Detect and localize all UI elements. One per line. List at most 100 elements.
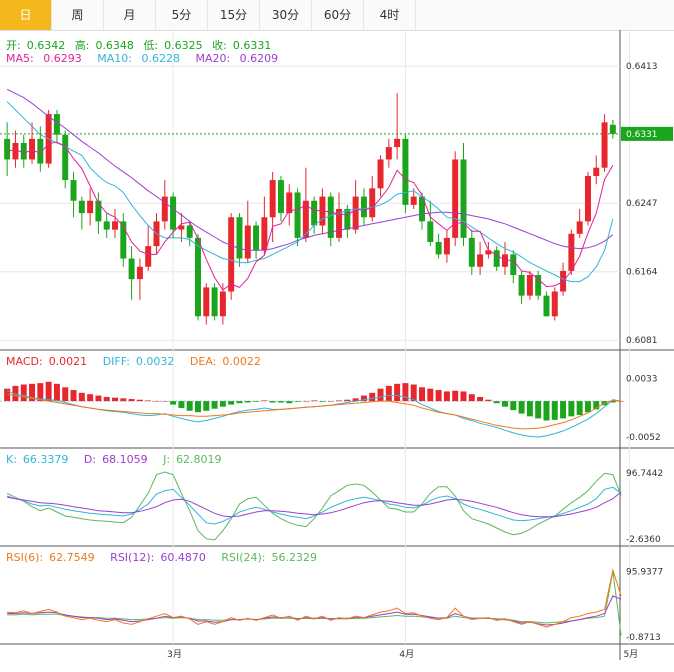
ma20-line <box>6 88 614 251</box>
dea-value: 0.0022 <box>222 355 261 368</box>
candle-body <box>228 217 235 292</box>
tab-week[interactable]: 周 <box>52 0 104 30</box>
macd-bar <box>286 401 293 404</box>
macd-bar <box>53 383 60 402</box>
rsi12-value: 60.4870 <box>160 551 206 564</box>
macd-bar <box>427 388 434 402</box>
price-ytick-label: 0.6164 <box>626 268 658 278</box>
candle-body <box>286 192 293 214</box>
timeframe-tabs: 日 周 月 5分 15分 30分 60分 4时 <box>0 0 674 31</box>
ma5-line <box>7 141 614 291</box>
macd-bar <box>128 399 135 402</box>
macd-bar <box>120 398 127 402</box>
rsi-legend: RSI(6): 62.7549 RSI(12): 60.4870 RSI(24): 5… <box>6 551 329 564</box>
candle-body <box>53 114 60 135</box>
rsi24-legend-item: RSI(24): 56.2329 <box>221 551 323 564</box>
candle-body <box>336 208 343 238</box>
candle-body <box>302 200 309 238</box>
candle-body <box>327 196 334 238</box>
macd-bar <box>302 401 309 402</box>
tab-month[interactable]: 月 <box>104 0 156 30</box>
macd-bar <box>78 392 85 402</box>
macd-legend-item: MACD: 0.0021 <box>6 355 93 368</box>
candle-body <box>435 242 442 255</box>
tab-4hour[interactable]: 4时 <box>364 0 416 30</box>
tab-60min[interactable]: 60分 <box>312 0 364 30</box>
k-legend-item: K: 66.3379 <box>6 453 74 466</box>
candle-body <box>377 159 384 189</box>
rsi24-value: 56.2329 <box>271 551 317 564</box>
candle-body <box>477 254 484 267</box>
candle-body <box>385 147 392 160</box>
macd-bar <box>435 390 442 402</box>
candle-body <box>576 221 583 234</box>
macd-bar <box>294 401 301 402</box>
d-legend-item: D: 68.1059 <box>84 453 154 466</box>
candle-body <box>543 295 550 317</box>
high-label: 高: <box>74 39 90 52</box>
candle-body <box>244 225 251 259</box>
close-value: 0.6331 <box>232 39 272 52</box>
macd-bar <box>477 396 484 402</box>
x-tick-label: 3月 <box>167 649 182 660</box>
macd-bar <box>253 401 260 402</box>
macd-bar <box>443 391 450 402</box>
macd-bar <box>161 401 168 402</box>
macd-bar <box>377 388 384 402</box>
candle-body <box>194 237 201 317</box>
macd-bar <box>402 383 409 402</box>
candle-body <box>526 275 533 296</box>
candle-body <box>103 221 110 230</box>
ma10-line <box>6 101 614 283</box>
price-ytick-label: 0.6081 <box>626 336 658 346</box>
candle-body <box>601 122 608 168</box>
tab-day[interactable]: 日 <box>0 0 52 30</box>
macd-bar <box>261 400 268 402</box>
d-line <box>7 491 622 518</box>
macd-bar <box>543 401 550 421</box>
current-price-tag <box>621 126 673 141</box>
rsi12-line <box>7 595 622 626</box>
macd-bar <box>618 401 625 402</box>
candle-body <box>95 200 102 222</box>
macd-ytick-label: -0.0052 <box>626 433 661 443</box>
macd-bar <box>203 401 210 411</box>
ma10-label: MA10: <box>97 52 132 65</box>
macd-bar <box>211 401 218 409</box>
current-price-label: 0.6331 <box>626 130 658 140</box>
macd-bar <box>178 401 185 409</box>
candle-body <box>311 200 318 226</box>
macd-bar <box>103 396 110 402</box>
dea-line <box>7 393 622 430</box>
macd-value: 0.0021 <box>48 355 88 368</box>
ma10-legend: MA10: 0.6228 <box>97 52 186 65</box>
macd-bar <box>219 401 226 407</box>
candle-body <box>70 180 77 201</box>
macd-bar <box>593 401 600 410</box>
macd-bar <box>319 401 326 402</box>
candle-body <box>394 138 401 148</box>
j-value: 62.8019 <box>176 453 222 466</box>
macd-bar <box>535 401 542 419</box>
open-label: 开: <box>6 39 21 52</box>
candle-body <box>219 291 226 317</box>
macd-bar <box>37 383 44 402</box>
candle-body <box>493 250 500 267</box>
ma5-label: MA5: <box>6 52 34 65</box>
candle-body <box>369 188 376 218</box>
tab-15min[interactable]: 15分 <box>208 0 260 30</box>
x-tick-label: 4月 <box>399 649 414 660</box>
macd-bar <box>277 401 284 403</box>
candle-body <box>120 221 127 259</box>
kdj-legend: K: 66.3379 D: 68.1059 J: 62.8019 <box>6 453 234 466</box>
macd-bar <box>70 390 77 402</box>
macd-bar <box>584 401 591 413</box>
dea-legend-item: DEA: 0.0022 <box>190 355 267 368</box>
candle-body <box>277 180 284 214</box>
tab-5min[interactable]: 5分 <box>156 0 208 30</box>
macd-bar <box>460 391 467 402</box>
macd-bar <box>410 384 417 402</box>
tab-30min[interactable]: 30分 <box>260 0 312 30</box>
macd-bar <box>145 400 152 402</box>
